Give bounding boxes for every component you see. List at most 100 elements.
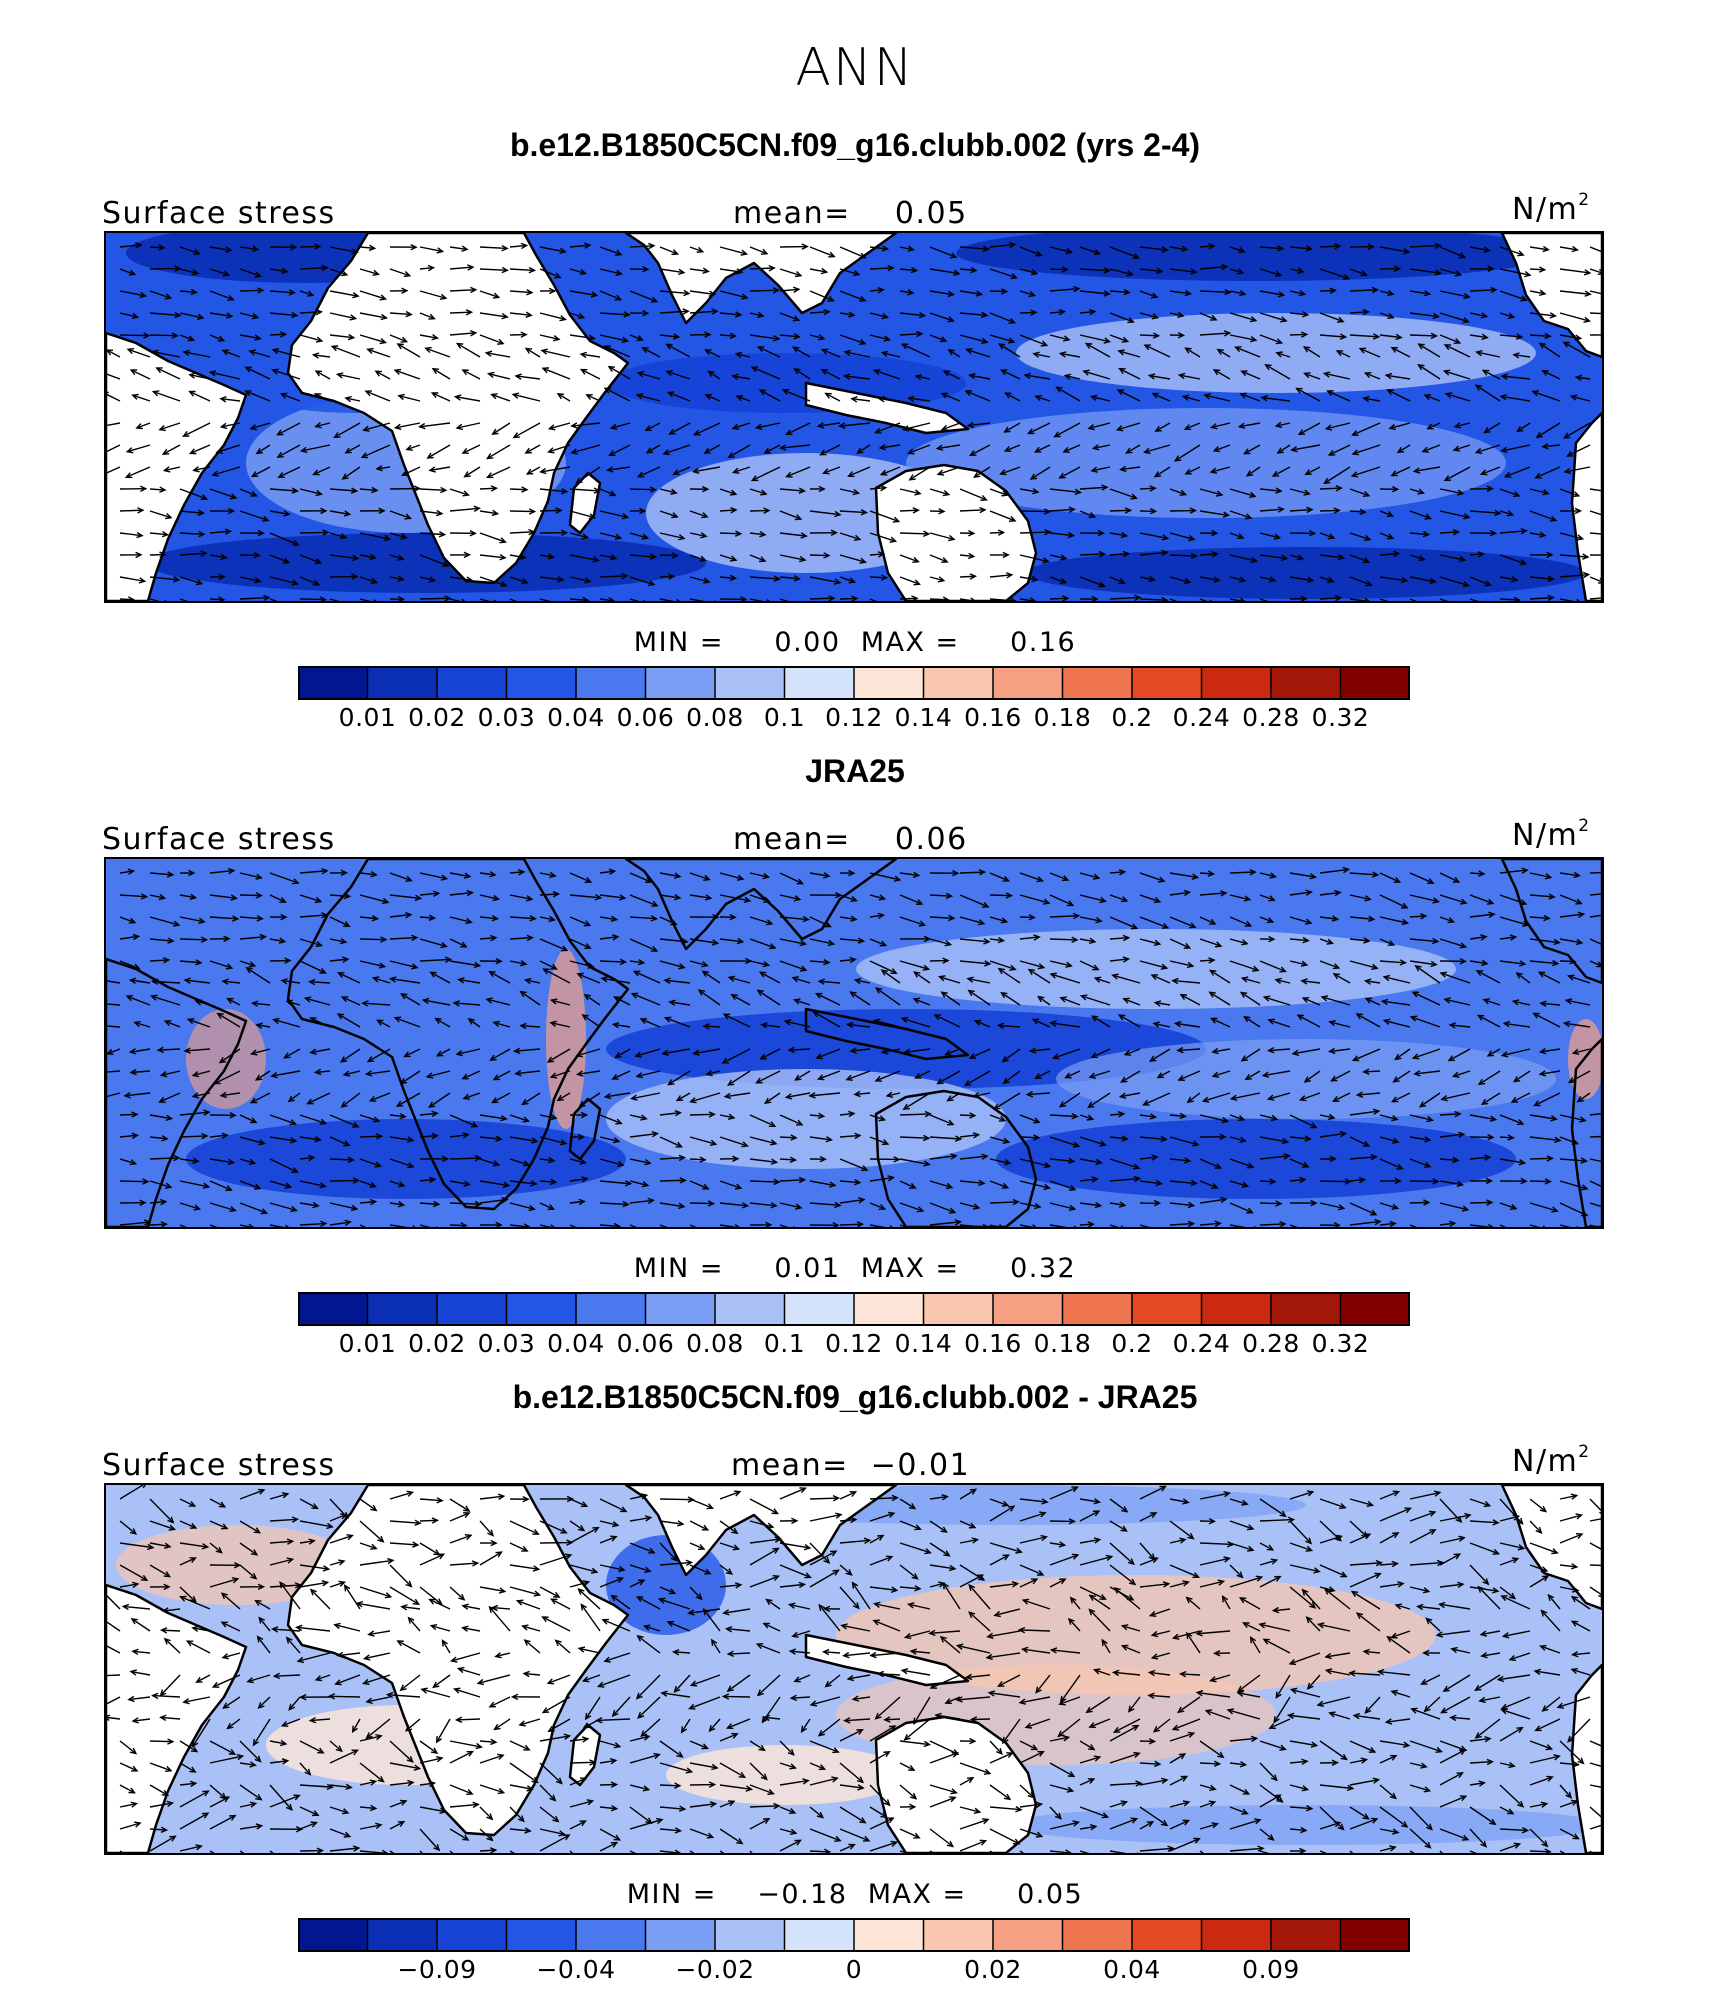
wind-vector	[421, 1688, 451, 1698]
wind-vector-head	[1306, 1490, 1315, 1497]
wind-vector	[1529, 872, 1551, 879]
wind-vector-head	[428, 576, 437, 583]
wind-vector	[1058, 1718, 1081, 1737]
wind-vector-head	[680, 1726, 688, 1734]
wind-vector-head	[1099, 1593, 1107, 1600]
wind-vector-head	[1474, 1732, 1482, 1739]
wind-vector	[227, 1718, 241, 1729]
wind-vector	[909, 466, 931, 481]
wind-vector-head	[853, 534, 862, 541]
wind-vector-head	[1301, 1588, 1309, 1596]
wind-vector-head	[1154, 1760, 1162, 1768]
wind-vector	[1085, 343, 1111, 358]
wind-vector	[239, 935, 266, 940]
wind-vector-head	[1387, 289, 1395, 297]
wind-vector-head	[687, 1609, 695, 1616]
wind-vector	[689, 510, 708, 518]
wind-vector	[899, 312, 925, 317]
wind-vector	[1109, 1725, 1139, 1742]
wind-vector	[258, 1617, 271, 1632]
wind-vector	[1317, 1696, 1351, 1706]
wind-vector-head	[1513, 596, 1521, 601]
wind-vector	[525, 347, 541, 358]
wind-vector	[1513, 353, 1531, 358]
wind-vector	[124, 1092, 151, 1097]
wind-vector	[1185, 466, 1201, 475]
wind-vector	[1564, 1022, 1591, 1028]
wind-vector-head	[702, 1023, 710, 1030]
wind-vector-head	[942, 490, 951, 497]
wind-vector	[869, 598, 877, 601]
wind-vector-head	[162, 957, 171, 964]
wind-vector-head	[140, 1574, 149, 1582]
wind-vector	[1319, 268, 1350, 280]
wind-vector-head	[793, 333, 801, 340]
wind-vector-head	[727, 975, 736, 982]
wind-vector	[1540, 1070, 1561, 1075]
wind-vector-head	[603, 1092, 612, 1100]
wind-vector	[419, 1740, 438, 1754]
wind-vector-head	[1000, 288, 1009, 295]
wind-vector-head	[934, 1712, 942, 1720]
wind-vector-head	[1483, 426, 1491, 434]
wind-vector-head	[640, 1114, 648, 1121]
wind-vector	[367, 1048, 391, 1063]
wind-vector	[462, 1627, 481, 1632]
wind-vector-head	[428, 313, 436, 320]
wind-vector-head	[322, 1565, 331, 1572]
wind-vector-head	[1418, 1101, 1427, 1108]
wind-vector	[550, 1070, 571, 1078]
wind-vector	[779, 960, 807, 971]
wind-vector-head	[1340, 1753, 1348, 1761]
wind-vector-head	[370, 1543, 378, 1550]
wind-vector-head	[1423, 394, 1432, 401]
wind-vector-head	[559, 1139, 568, 1146]
wind-vector	[1079, 1740, 1095, 1751]
wind-vector	[1306, 1616, 1321, 1632]
wind-vector-head	[793, 286, 801, 293]
wind-vector-head	[190, 1746, 199, 1753]
wind-vector-head	[1223, 1490, 1231, 1498]
wind-vector-head	[1331, 1096, 1340, 1102]
wind-vector-head	[1486, 1758, 1495, 1766]
wind-vector	[128, 1696, 151, 1701]
wind-vector	[239, 576, 261, 583]
wind-vector-head	[800, 1725, 808, 1734]
wind-vector	[719, 1784, 752, 1790]
wind-vector-head	[1181, 394, 1190, 401]
wind-vector-head	[579, 351, 588, 359]
wind-vector-head	[155, 367, 163, 374]
wind-vector	[673, 1651, 691, 1654]
wind-vector	[419, 916, 435, 919]
wind-vector	[786, 1092, 811, 1098]
wind-vector-head	[785, 429, 793, 436]
wind-vector-head	[311, 352, 320, 359]
wind-vector-head	[224, 528, 233, 535]
wind-vector	[1196, 1630, 1231, 1635]
wind-vector-head	[1499, 394, 1508, 401]
wind-vector-head	[1584, 290, 1592, 297]
wind-vector	[599, 936, 619, 940]
wind-vector-head	[384, 1592, 393, 1599]
wind-vector	[299, 290, 314, 296]
wind-vector	[1199, 312, 1217, 321]
wind-vector-head	[1302, 346, 1311, 353]
wind-vector	[1409, 1491, 1440, 1500]
wind-vector-head	[1071, 936, 1079, 943]
wind-vector	[188, 1018, 211, 1028]
wind-vector-head	[1183, 424, 1192, 431]
wind-vector	[726, 1628, 751, 1632]
wind-vector-head	[1291, 1049, 1300, 1057]
wind-vector-head	[1266, 917, 1275, 924]
wind-vector-head	[575, 1051, 583, 1058]
wind-vector	[359, 1224, 367, 1227]
wind-vector-head	[607, 365, 615, 373]
wind-vector	[809, 1114, 824, 1118]
wind-vector	[1079, 510, 1095, 518]
wind-vector	[269, 1158, 298, 1173]
wind-vector-head	[396, 343, 404, 350]
wind-vector	[269, 1224, 285, 1227]
wind-vector-head	[1351, 449, 1360, 456]
wind-vector	[1177, 1048, 1201, 1052]
wind-vector	[899, 960, 929, 970]
